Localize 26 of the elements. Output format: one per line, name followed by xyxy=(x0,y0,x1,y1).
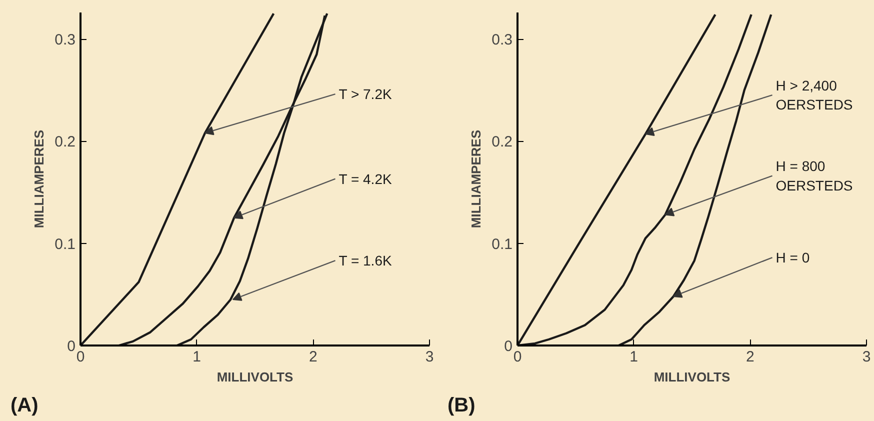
x-tick-label: 3 xyxy=(862,348,871,366)
x-tick-label: 1 xyxy=(192,348,202,366)
y-tick-label: 0.1 xyxy=(492,236,513,253)
y-tick-label: 0.3 xyxy=(54,32,76,49)
y-tick-label: 0.1 xyxy=(54,236,76,253)
y-axis-title: MILLIAMPERES xyxy=(468,130,484,228)
annotation: H = 0 xyxy=(776,250,810,266)
text: (A) xyxy=(10,394,38,416)
x-tick-label: 1 xyxy=(630,348,638,366)
x-axis-title: MILLIVOLTS xyxy=(216,370,294,384)
y-tick-label: 0.3 xyxy=(492,32,513,49)
text: (B) xyxy=(448,394,476,416)
annotation: T > 7.2K xyxy=(338,86,392,102)
annotation: H > 2,400 OERSTEDS xyxy=(776,77,853,113)
x-axis-title: MILLIVOLTS xyxy=(654,370,730,384)
annotation: H = 800 OERSTEDS xyxy=(776,158,853,194)
annotation: T = 1.6K xyxy=(338,252,392,269)
annotation: T = 4.2K xyxy=(338,170,392,187)
y-tick-label: 0 xyxy=(67,338,76,355)
y-tick-label: 0.2 xyxy=(54,134,76,151)
x-tick-label: 3 xyxy=(425,348,434,366)
y-tick-label: 0 xyxy=(504,338,512,355)
y-tick-label: 0.2 xyxy=(492,134,513,151)
x-tick-label: 2 xyxy=(746,348,754,366)
x-tick-label: 2 xyxy=(308,348,318,366)
y-axis-title: MILLIAMPERES xyxy=(32,130,47,228)
